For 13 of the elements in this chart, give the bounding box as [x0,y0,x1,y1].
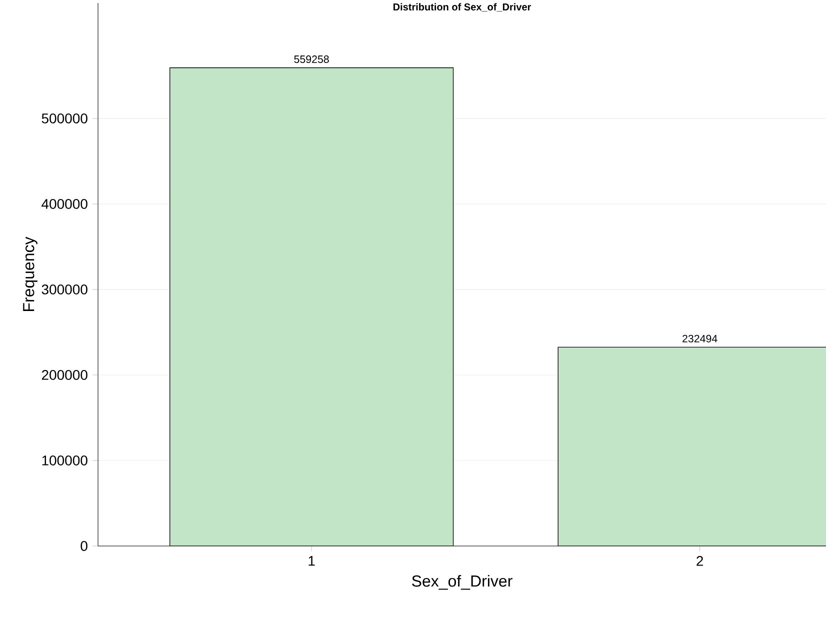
x-tick-label: 1 [308,556,315,566]
y-tick-label: 0 [80,541,88,551]
y-axis-title: Frequency [23,236,38,311]
data-label: 559258 [294,55,329,63]
x-tick-label: 2 [696,556,703,566]
y-tick-label: 300000 [42,284,88,294]
y-tick-label: 400000 [42,198,88,209]
x-axis-title: Sex_of_Driver [412,574,512,590]
y-tick-label: 500000 [42,113,88,124]
chart-title: Distribution of Sex_of_Driver [393,3,532,12]
data-label: 232494 [682,334,718,342]
y-tick-label: 100000 [42,456,88,466]
y-tick-label: 200000 [42,370,88,380]
